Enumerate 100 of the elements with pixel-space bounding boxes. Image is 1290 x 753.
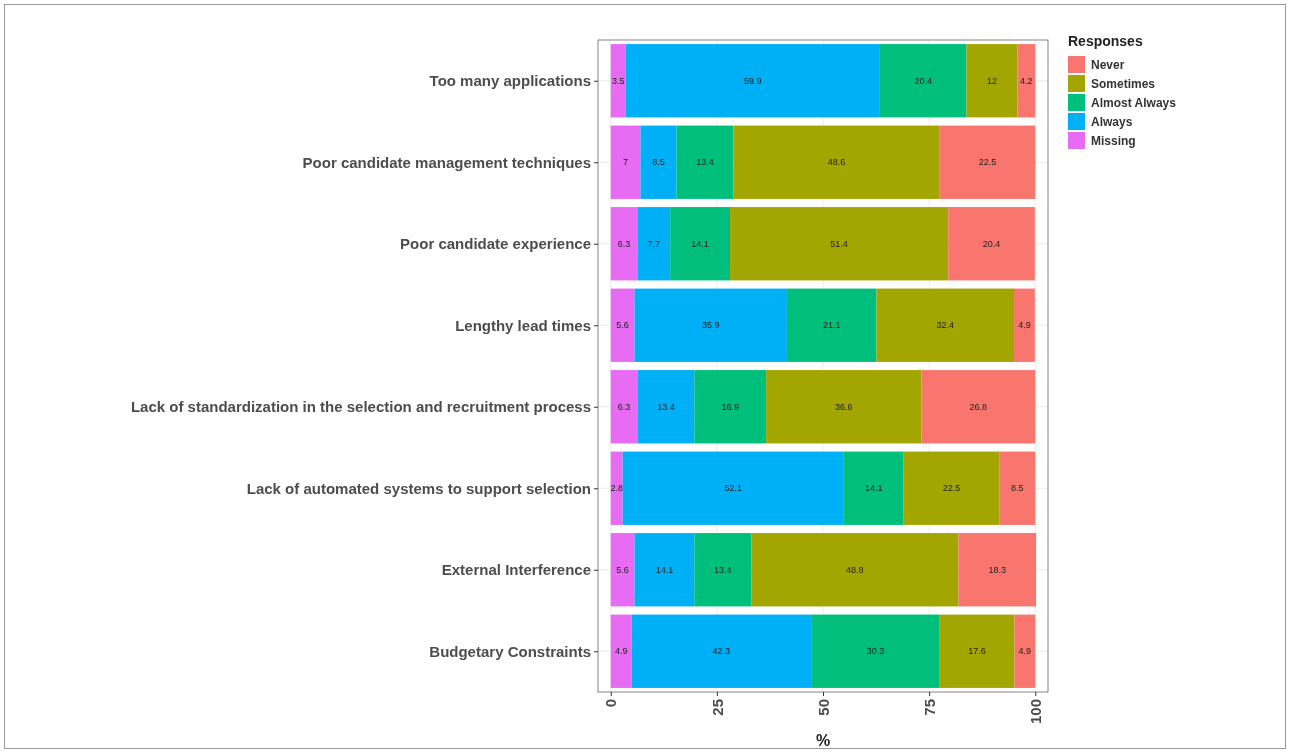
data-label: 4.9 [614,646,628,657]
data-label: 20.4 [982,238,1001,249]
data-label: 18.3 [988,564,1007,575]
y-tick-label: Lengthy lead times [455,316,591,334]
bar [610,288,635,362]
bar [1014,288,1035,362]
data-label: 35.9 [701,320,720,331]
legend-label: Sometimes [1091,76,1156,91]
y-tick-label: Poor candidate management techniques [302,153,591,171]
bar [843,451,904,525]
bar [1017,44,1036,118]
data-label: 3.5 [611,75,625,86]
x-tick-label: 25 [708,699,726,716]
data-label: 5.6 [616,320,629,331]
bar [966,44,1018,118]
x-tick-label: 100 [1027,699,1045,725]
bar [694,370,767,444]
data-label: 48.8 [846,564,864,575]
bar [610,614,632,688]
y-tick-label: External Interference [441,561,591,579]
bar [879,44,967,118]
bar [637,207,671,281]
x-axis-title: % [815,732,831,749]
bar [637,370,695,444]
data-label: 20.4 [914,75,932,86]
bar [694,533,752,607]
data-label: 30.3 [866,646,885,657]
data-label: 17.6 [968,646,986,657]
bar [625,44,880,118]
data-label: 14.1 [691,238,709,249]
bar [622,451,844,525]
data-label: 48.6 [827,157,846,168]
data-label: 51.4 [830,238,848,249]
bar [999,451,1036,525]
bar [903,451,1000,525]
x-tick-label: 50 [814,699,832,716]
bar [676,125,734,199]
legend-label: Missing [1091,133,1136,148]
data-label: 14.1 [655,564,674,575]
data-label: 5.6 [616,564,629,575]
bar [939,125,1036,199]
bar [640,125,677,199]
data-label: 32.4 [936,320,955,331]
data-label: 8.5 [1010,483,1024,494]
data-label: 8.5 [652,157,665,168]
data-label: 4.9 [1018,646,1032,657]
data-label: 4.9 [1018,320,1031,331]
y-tick-label: Budgetary Constraints [429,642,591,660]
bar [610,207,638,281]
data-label: 4.2 [1020,75,1033,86]
bar [766,370,922,444]
data-label: 42.3 [712,646,731,657]
bar [939,614,1015,688]
data-label: 2.8 [610,483,623,494]
data-label: 13.4 [714,564,732,575]
x-tick-label: 0 [602,699,620,708]
legend-label: Never [1091,57,1125,72]
data-label: 14.1 [864,483,883,494]
bar [634,533,695,607]
data-label: 59.9 [743,75,762,86]
bar [610,370,638,444]
bar [610,44,626,118]
data-label: 7.7 [647,238,661,249]
data-label: 13.4 [696,157,714,168]
legend-label: Almost Always [1091,95,1177,110]
data-label: 22.5 [942,483,961,494]
bar [730,207,949,281]
bar [751,533,959,607]
data-label: 16.9 [721,401,740,412]
y-tick-label: Poor candidate experience [400,235,591,253]
data-label: 22.5 [978,157,997,168]
data-label: 21.1 [822,320,841,331]
legend-title: Responses [1068,33,1143,49]
bar [1014,614,1036,688]
bar [733,125,940,199]
bar [811,614,940,688]
bar [876,288,1015,362]
y-tick-label: Lack of standardization in the selection and recruitment process [130,398,591,416]
data-label: 6.3 [617,238,631,249]
bar [610,451,623,525]
data-label: 13.4 [657,401,675,412]
data-label: 6.3 [617,401,631,412]
data-label: 7 [623,157,629,168]
data-label: 26.8 [969,401,988,412]
bar [958,533,1037,607]
x-tick-label: 75 [920,699,938,716]
data-label: 36.6 [835,401,853,412]
bar [921,370,1036,444]
bar [610,125,641,199]
data-label: 52.1 [724,483,742,494]
bar [610,533,635,607]
bar [786,288,877,362]
y-tick-label: Lack of automated systems to support selection [246,479,591,497]
data-label: 12 [986,75,997,86]
y-tick-label: Too many applications [429,72,591,90]
legend-label: Always [1091,114,1133,129]
bar [670,207,731,281]
bar [631,614,812,688]
bar [634,288,787,362]
bar [948,207,1035,281]
